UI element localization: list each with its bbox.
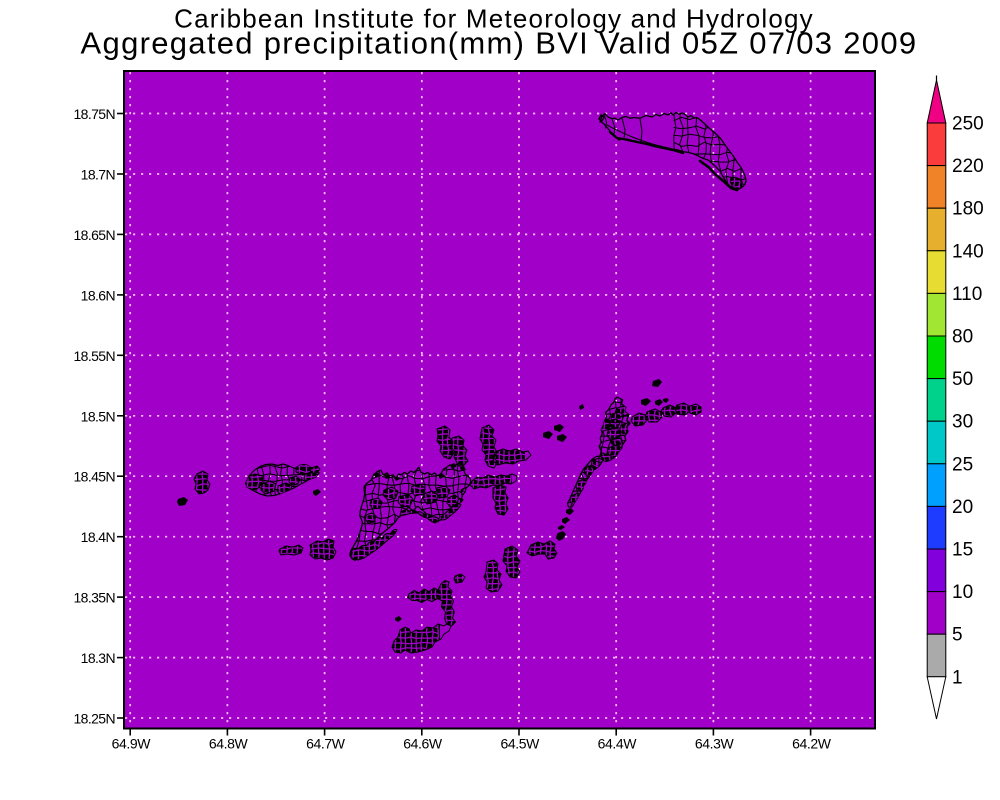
svg-text:18.5N: 18.5N	[81, 408, 115, 424]
svg-text:5: 5	[952, 625, 963, 646]
svg-text:80: 80	[952, 327, 973, 348]
svg-text:110: 110	[952, 284, 982, 305]
svg-text:20: 20	[952, 497, 973, 518]
svg-text:64.9W: 64.9W	[112, 736, 152, 752]
svg-text:64.8W: 64.8W	[209, 736, 249, 752]
svg-text:18.4N: 18.4N	[81, 529, 115, 545]
svg-text:30: 30	[952, 412, 973, 433]
svg-text:18.25N: 18.25N	[73, 711, 115, 727]
svg-text:64.6W: 64.6W	[403, 736, 443, 752]
svg-text:18.55N: 18.55N	[73, 348, 115, 364]
svg-text:10: 10	[952, 582, 973, 603]
svg-text:220: 220	[952, 156, 984, 177]
svg-text:64.7W: 64.7W	[306, 736, 346, 752]
svg-text:250: 250	[952, 114, 984, 135]
svg-text:1: 1	[952, 667, 963, 688]
svg-text:18.7N: 18.7N	[81, 167, 115, 183]
svg-text:18.35N: 18.35N	[73, 590, 115, 606]
svg-text:18.3N: 18.3N	[81, 650, 115, 666]
svg-text:64.3W: 64.3W	[695, 736, 735, 752]
svg-text:25: 25	[952, 454, 973, 475]
svg-text:64.4W: 64.4W	[598, 736, 638, 752]
svg-text:15: 15	[952, 540, 973, 561]
svg-text:18.6N: 18.6N	[81, 287, 115, 303]
svg-text:64.2W: 64.2W	[792, 736, 832, 752]
svg-text:18.45N: 18.45N	[73, 469, 115, 485]
svg-text:18.65N: 18.65N	[73, 227, 115, 243]
svg-text:180: 180	[952, 199, 984, 220]
svg-text:64.5W: 64.5W	[500, 736, 540, 752]
svg-text:18.75N: 18.75N	[73, 106, 115, 122]
svg-text:140: 140	[952, 241, 984, 262]
svg-text:50: 50	[952, 369, 973, 390]
svg-text:Caribbean Institute for Meteor: Caribbean Institute for Meteorology and …	[174, 4, 814, 34]
svg-text:Aggregated precipitation(mm) B: Aggregated precipitation(mm) BVI Valid 0…	[81, 26, 918, 61]
